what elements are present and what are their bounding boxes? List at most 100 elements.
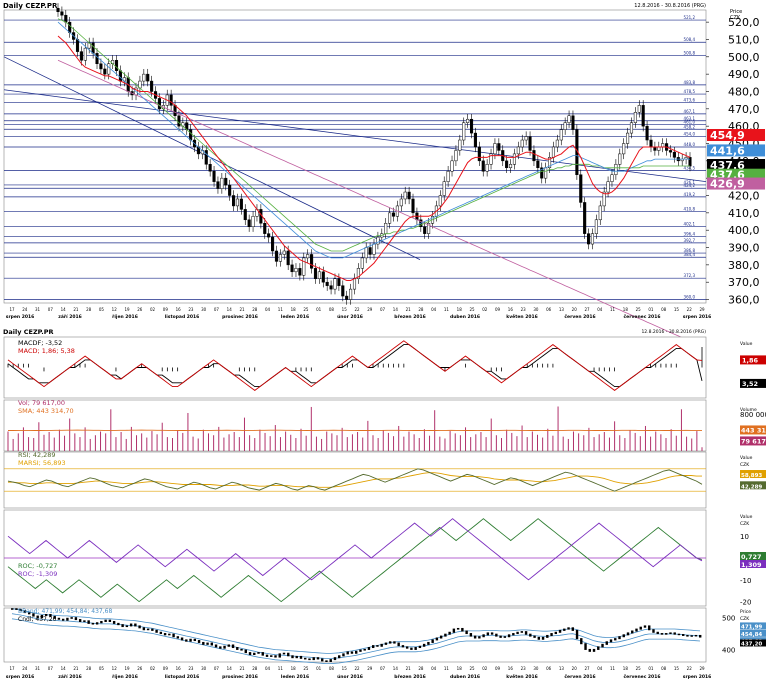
x-tick-label: 11 [444, 307, 450, 312]
bband-candle [567, 627, 570, 630]
candle-body [544, 167, 548, 179]
bband-candle [27, 612, 31, 615]
sma-fast-line [57, 35, 691, 281]
x-month-label: duben 2016 [450, 314, 480, 320]
bband-candle [452, 628, 456, 633]
bottom-x-tick-label: 15 [342, 666, 348, 671]
candle-body [228, 184, 232, 196]
price-y-tick-label: 480,0 [728, 85, 760, 98]
bband-candle [614, 638, 617, 641]
roc1-badge-label: 0,727 [741, 553, 762, 561]
candle-body [146, 73, 150, 82]
x-tick-label: 25 [636, 307, 642, 312]
bband-candle [236, 647, 239, 650]
bband-unit: Price [740, 609, 751, 615]
candle-body [391, 212, 396, 217]
bband-candle [571, 627, 574, 631]
bottom-x-month-label: listopad 2016 [165, 674, 200, 680]
candle-body [208, 164, 212, 172]
bottom-x-tick-label: 12 [112, 666, 118, 671]
macdf-badge [740, 378, 766, 388]
bband-candle [546, 634, 549, 638]
candle-body [243, 209, 247, 221]
sma-slow-line [57, 18, 690, 252]
candle-body [458, 139, 462, 151]
x-tick-label: 06 [546, 307, 552, 312]
bband-candle [112, 620, 116, 624]
x-tick-label: 22 [687, 307, 693, 312]
price-y-tick-label: 490,0 [728, 68, 760, 81]
bband-candle [214, 644, 218, 648]
bottom-x-tick-label: 04 [597, 666, 603, 671]
bband-candle [388, 641, 392, 644]
candle-body [493, 143, 497, 155]
candle-body [352, 278, 357, 290]
x-tick-label: 17 [9, 307, 15, 312]
candle-body [536, 160, 540, 169]
bband-badge-label: 471,99 [741, 624, 762, 630]
bottom-x-tick-label: 04 [431, 666, 437, 671]
x-tick-label: 09 [495, 307, 501, 312]
candle-body [446, 170, 450, 182]
level-label: 410,8 [684, 206, 696, 211]
level-label: 508,4 [684, 37, 696, 42]
bband-candle [163, 633, 167, 636]
x-tick-label: 05 [99, 307, 105, 312]
bband-candle [210, 642, 214, 646]
macd-legend-1: MACDF; -3,52 [18, 339, 62, 347]
bottom-x-tick-label: 07 [214, 666, 220, 671]
bband-candle [473, 635, 477, 639]
candle-body [438, 195, 442, 207]
bband-candle [444, 633, 447, 637]
bband-candle [61, 618, 65, 621]
candle-body [212, 170, 216, 182]
bband-candle [70, 617, 73, 619]
bband-badge-label: 454,84 [741, 632, 762, 638]
candle-body [302, 257, 306, 276]
roc-unit: Value [740, 514, 753, 520]
candle-body [345, 295, 349, 300]
bband-y-tick-label: 400 [722, 646, 735, 654]
x-tick-label: 28 [252, 307, 258, 312]
candle-body [220, 177, 224, 189]
x-month-label: prosinec 2016 [222, 314, 258, 320]
candle-body [91, 42, 95, 54]
bband-upper-line [11, 608, 701, 654]
bband-badge [740, 639, 766, 647]
level-label: 448,0 [684, 142, 696, 147]
bottom-x-tick-label: 19 [124, 666, 130, 671]
unit-czk-label: CZK [730, 15, 741, 21]
x-tick-label: 08 [661, 307, 667, 312]
rsi-line [7, 468, 703, 492]
level-label: 396,4 [684, 231, 696, 236]
roc2-badge [740, 560, 766, 568]
candle-body [372, 243, 376, 255]
bband-candle [257, 652, 260, 654]
x-month-label: září 2016 [58, 313, 82, 320]
bband-candle [270, 655, 273, 657]
candle-body [235, 198, 240, 207]
candle-body [274, 250, 279, 262]
candle-body [563, 122, 567, 130]
level-label: 473,6 [684, 98, 696, 103]
bband-candle [401, 645, 405, 648]
roc-legend-2: ROC; -1,309 [18, 570, 57, 578]
x-month-label: říjen 2016 [112, 313, 138, 320]
level-label: 521,2 [684, 15, 696, 20]
candle-body [567, 115, 571, 123]
x-tick-label: 01 [316, 307, 322, 312]
bband-candle [83, 620, 86, 622]
candle-body [551, 146, 556, 158]
bottom-x-tick-label: 01 [648, 666, 654, 671]
bband-candle [410, 647, 413, 650]
bband-candle [142, 627, 146, 631]
candle-body [349, 288, 353, 300]
bband-candle [223, 645, 226, 649]
bband-candle [287, 652, 290, 657]
bband-candle [117, 622, 120, 626]
candle-body [598, 205, 602, 221]
candle-body [403, 191, 407, 200]
candle-body [579, 174, 583, 203]
roc-y-tick-label: -10 [740, 577, 751, 585]
